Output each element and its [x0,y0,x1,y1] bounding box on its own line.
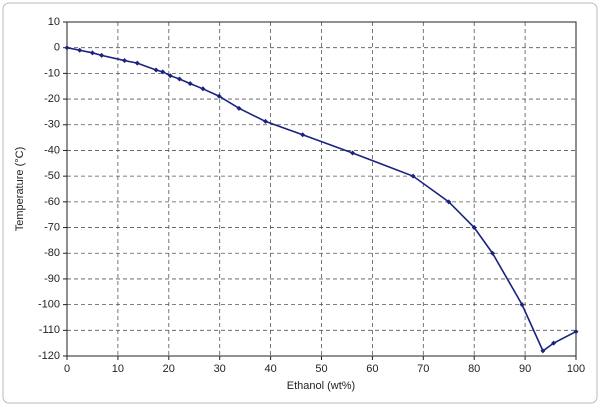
data-point [519,302,525,308]
plot-border [66,21,577,357]
data-point [122,58,128,64]
data-point [573,329,579,335]
x-tick-label: 80 [468,363,480,375]
y-tick-label: -20 [44,93,60,105]
y-tick-label: -70 [44,221,60,233]
y-tick-label: 10 [48,16,60,28]
data-point [99,52,105,58]
y-tick-label: -50 [44,170,60,182]
x-tick-label: 60 [366,363,378,375]
data-point [410,173,416,179]
data-point [176,76,182,82]
y-tick-label: -10 [44,67,60,79]
data-point [446,199,452,205]
y-tick-label: -90 [44,273,60,285]
x-tick-label: 90 [519,363,531,375]
y-tick-label: -80 [44,247,60,259]
data-point [200,86,206,92]
data-point [300,132,306,138]
x-tick-label: 10 [112,363,124,375]
data-point [236,105,242,111]
x-axis-label: Ethanol (wt%) [287,380,355,392]
data-point [263,118,269,124]
data-point [134,60,140,66]
y-tick-label: -40 [44,144,60,156]
x-tick-label: 70 [417,363,429,375]
y-tick-label: -30 [44,119,60,131]
y-tick-label: 0 [54,42,60,54]
data-point [350,150,356,156]
data-point [64,45,70,51]
y-tick-label: -100 [38,299,60,311]
data-point [490,250,496,256]
y-tick-label: -60 [44,196,60,208]
y-tick-label: -120 [38,350,60,362]
y-tick-label: -110 [39,324,60,336]
data-point [216,93,222,99]
y-axis-label: Temperature (°C) [14,147,26,231]
data-point [160,69,166,75]
data-point [167,73,173,79]
x-tick-label: 50 [315,363,327,375]
x-tick-label: 0 [64,363,70,375]
data-point [77,47,83,53]
data-point [540,348,546,354]
data-point [89,50,95,56]
x-tick-label: 100 [567,363,585,375]
data-point [551,340,557,346]
data-point [471,225,477,231]
data-point [153,67,159,73]
x-tick-label: 30 [214,363,226,375]
x-tick-label: 40 [264,363,276,375]
x-tick-label: 20 [163,363,175,375]
data-point [187,81,193,87]
